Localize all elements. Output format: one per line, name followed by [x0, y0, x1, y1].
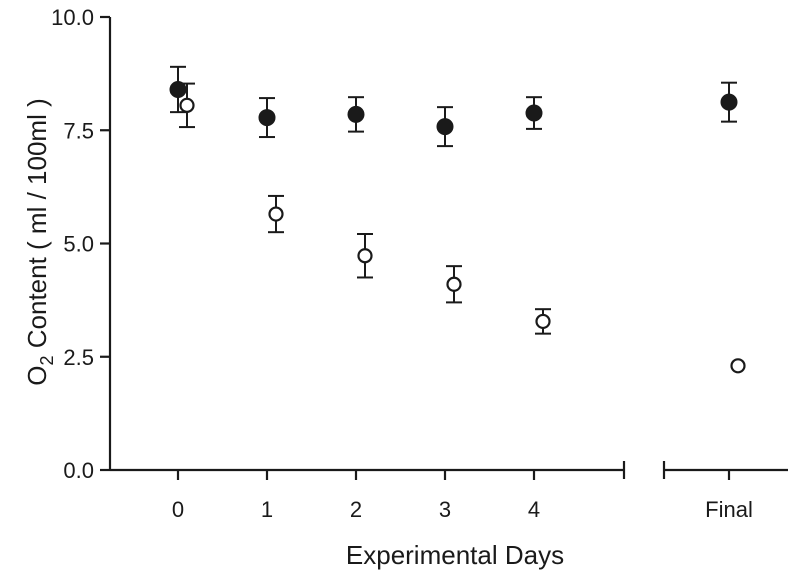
data-point-open [535, 313, 551, 330]
data-point-open [179, 97, 195, 113]
y-axis-title-subscript: 2 [37, 355, 57, 365]
data-point-open [357, 248, 373, 264]
x-tick-label: 2 [350, 497, 362, 522]
y-axis-title-main: O [22, 365, 52, 385]
series-2 [179, 82, 746, 374]
y-tick-label: 10.0 [51, 5, 94, 30]
axes [108, 17, 788, 479]
y-axis-title-rest: Content ( ml / 100ml ) [22, 98, 52, 355]
x-tick-label: 0 [172, 497, 184, 522]
y-axis-ticks: 0.0 2.5 5.0 7.5 10.0 [51, 5, 110, 483]
data-point-filled [436, 118, 454, 136]
data-point-open [730, 358, 746, 374]
y-tick-label: 0.0 [63, 458, 94, 483]
y-tick-label: 2.5 [63, 345, 94, 370]
y-tick-label: 7.5 [63, 118, 94, 143]
x-tick-label: 1 [261, 497, 273, 522]
series-1 [169, 65, 738, 148]
x-tick-label: 3 [439, 497, 451, 522]
data-point-open [446, 276, 462, 292]
x-tick-label: Final [705, 497, 753, 522]
series-layer [169, 65, 746, 374]
data-point-filled [720, 93, 738, 111]
data-point-filled [258, 109, 276, 127]
data-point-open [268, 206, 284, 222]
x-tick-label: 4 [528, 497, 540, 522]
x-axis-title: Experimental Days [346, 540, 564, 570]
x-axis-ticks: 0 1 2 3 4 Final [172, 470, 753, 522]
data-point-filled [347, 105, 365, 123]
y-tick-label: 5.0 [63, 232, 94, 257]
data-point-filled [525, 104, 543, 122]
y-axis-title: O2 Content ( ml / 100ml ) [22, 98, 57, 385]
